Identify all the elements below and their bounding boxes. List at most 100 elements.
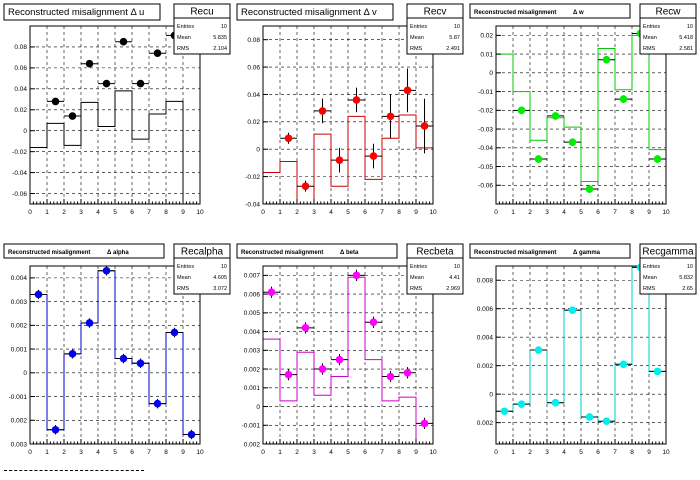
c3-ytick-label-6: 0.003 [11,299,28,306]
c2-stats-rms-label: RMS [643,46,656,52]
c1-stats-mean-value: 5.87 [449,35,460,41]
c0-ytick-label-7: 0.08 [14,44,27,51]
c0-ytick-label-1: -0.04 [12,170,27,177]
c4-title: Reconstructed misalignment Δ beta [241,250,359,256]
c5-xtick-label-5: 5 [579,449,583,456]
c4-ytick-label-0: 0.002 [244,441,261,448]
c0-xtick-label-6: 6 [130,209,134,216]
c1-histogram-outline [263,114,434,205]
c4-ytick-label-1: -0.001 [242,423,261,430]
c0-marker-4 [119,37,128,46]
c2-xtick-label-0: 0 [494,209,498,216]
c1-xtick-label-2: 2 [295,209,299,216]
c5-title-box: Reconstructed misalignment Δ gamma [469,243,631,259]
c0-xtick-label-0: 0 [28,209,32,216]
c4-xtick-label-6: 6 [363,449,367,456]
c1-stats-entries-value: 10 [454,24,460,30]
panel-delta-u: 0 1 2 3 4 5 6 7 8 9 10 -0.06 -0.04 -0.02 0 0.02 0.04 0.06… [3,3,231,216]
c2-ytick-label-1: -0.05 [478,164,493,171]
c2-ytick-label-6: 0 [489,70,493,77]
c5-marker-0 [500,407,509,416]
c2-histogram-outline [496,34,667,204]
c0-histogram-outline [30,90,200,205]
c0-marker-3 [102,79,111,88]
c0-title: Reconstructed misalignment Δ u [8,7,144,18]
panel-delta-beta: 0 1 2 3 4 5 6 7 8 9 10 0.002 -0.001 0 0.001 0.002 0.003 0… [236,243,464,456]
c4-stats-box: Recbeta Entries 10 Mean 4.41 RMS 2.969 [406,243,464,295]
c0-marker-1 [68,112,77,120]
c2-xtick-label-7: 7 [613,209,617,216]
c0-xtick-label-10: 10 [196,209,204,216]
c3-title: Reconstructed misalignment Δ alpha [8,250,129,256]
c3-stats-rms-label: RMS [177,286,190,292]
c3-stats-rms-value: 3.072 [213,286,227,292]
c2-stats-mean-value: 5.418 [679,35,693,41]
c1-marker-2 [318,107,327,115]
c4-marker-1 [284,370,293,379]
c2-marker-8 [653,155,662,163]
c1-marker-5 [369,152,378,160]
c0-xtick-label-8: 8 [164,209,168,216]
c3-ytick-label-5: 0.002 [11,323,28,330]
c2-stats-mean-label: Mean [643,35,657,41]
panel-delta-gamma: 0 1 2 3 4 5 6 7 8 9 10 0.002 0 0.002 0.004 0.006 0.008 Re… [469,243,697,456]
c4-ytick-label-2: 0 [256,404,260,411]
c1-ytick-label-2: 0 [256,147,260,154]
c2-stats-entries-value: 10 [687,24,693,30]
c4-marker-5 [352,271,361,280]
c3-stats-entries-label: Entries [177,264,194,270]
c4-ytick-label-9: 0.007 [244,273,261,280]
c2-ytick-label-2: -0.04 [478,145,493,152]
c2-ytick-label-0: -0.06 [478,183,493,190]
c3-marker-4 [102,266,111,275]
c4-stats-entries-label: Entries [410,264,427,270]
c5-marker-9 [653,367,662,376]
c1-marker-6 [386,112,395,121]
c3-title-box: Reconstructed misalignment Δ alpha [3,243,165,259]
c1-marker-7 [403,86,412,95]
c4-ytick-label-8: 0.006 [244,291,261,298]
c1-xtick-label-6: 6 [363,209,367,216]
c0-xtick-label-9: 9 [181,209,185,216]
c1-title: Reconstructed misalignment Δ v [241,7,377,18]
c5-xtick-label-8: 8 [630,449,634,456]
c2-stats-box: Recw Entries 10 Mean 5.418 RMS 2.581 [639,3,697,55]
c3-stats-mean-label: Mean [177,275,191,281]
c3-marker-2 [68,350,77,358]
c3-stats-box: Recalpha Entries 10 Mean 4.605 RMS 3.072 [173,243,231,295]
c4-xtick-label-3: 3 [312,449,316,456]
c4-ytick-label-7: 0.005 [244,310,261,317]
c4-xtick-label-10: 10 [429,449,437,456]
c0-ytick-label-5: 0.04 [14,86,27,93]
c4-stats-entries-value: 10 [454,264,460,270]
c0-xtick-label-4: 4 [96,209,100,216]
c3-marker-8 [170,328,179,337]
c5-xtick-label-10: 10 [662,449,670,456]
c4-xtick-label-0: 0 [261,449,265,456]
c5-xtick-label-0: 0 [494,449,498,456]
c2-marker-6 [619,95,628,103]
c2-ytick-label-3: -0.03 [478,126,493,133]
c2-xtick-label-4: 4 [562,209,566,216]
c5-xtick-label-7: 7 [613,449,617,456]
c1-ytick-label-0: -0.04 [245,201,260,208]
c1-ytick-label-1: -0.02 [245,174,260,181]
c0-stats-mean-value: 5.835 [213,35,227,41]
c5-xtick-label-9: 9 [647,449,651,456]
c4-stats-mean-value: 4.41 [449,275,460,281]
c3-xtick-label-6: 6 [130,449,134,456]
c5-ytick-label-4: 0.006 [477,306,494,313]
c2-title-box: Reconstructed misalignment Δ w [469,3,631,19]
c5-stats-entries-label: Entries [643,264,660,270]
c4-marker-8 [403,369,412,377]
c5-marker-4 [568,306,577,314]
c3-xtick-label-3: 3 [79,449,83,456]
c3-xtick-label-2: 2 [62,449,66,456]
c3-xtick-label-0: 0 [28,449,32,456]
c1-marker-0 [284,134,293,143]
c0-stats-name: Recu [190,7,213,18]
c4-ytick-label-3: 0.001 [244,385,261,392]
c4-stats-rms-value: 2.969 [446,286,460,292]
c2-xtick-label-3: 3 [545,209,549,216]
